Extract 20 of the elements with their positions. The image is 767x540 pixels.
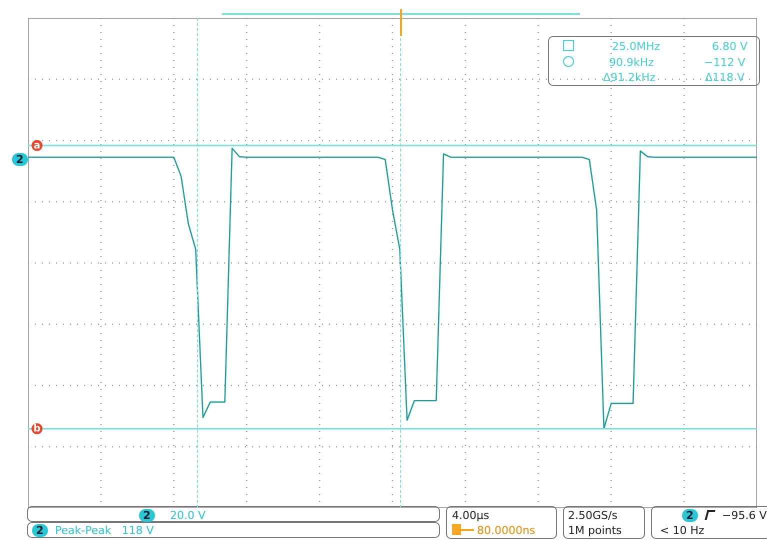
text: −95.6 V (722, 509, 767, 522)
text: 80.0000ns (477, 524, 536, 537)
text: 2 (139, 509, 155, 522)
text: 2.50GS/s (568, 509, 618, 522)
text: 2 (32, 524, 48, 537)
text: 25.0MHz (612, 40, 660, 53)
text: 2 (682, 509, 698, 522)
text: 6.80 V (712, 40, 748, 53)
text: 2 (12, 153, 28, 166)
text: Δ91.2kHz (603, 71, 656, 84)
text: −112 V (704, 56, 746, 69)
text: 1M points (568, 524, 622, 537)
text: Δ118 V (705, 71, 745, 84)
text: 90.9kHz (609, 56, 654, 69)
text: Peak-Peak 118 V (55, 524, 154, 537)
text: < 10 Hz (660, 524, 704, 537)
ref-line-label: a (34, 140, 40, 152)
text: 4.00µs (452, 509, 490, 522)
ref-line-label: b (33, 424, 41, 435)
text: 20.0 V (170, 509, 206, 522)
